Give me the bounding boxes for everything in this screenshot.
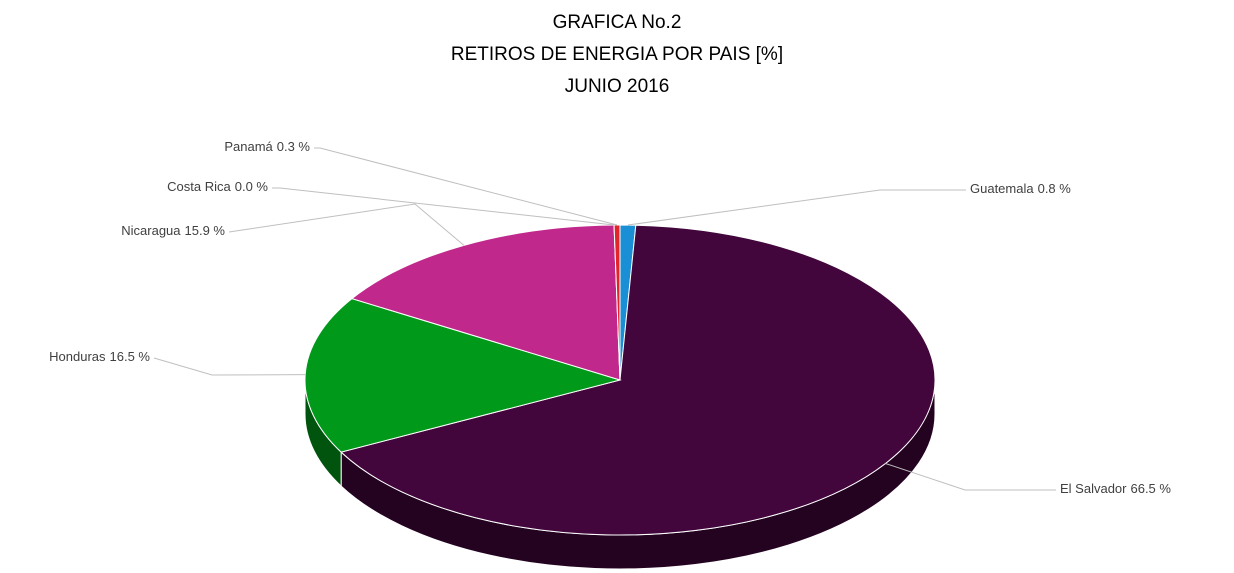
value-label: 66.5 % — [1130, 481, 1171, 496]
category-label: Panamá — [224, 139, 273, 154]
value-label: 0.0 % — [235, 179, 269, 194]
slice — [350, 224, 621, 381]
leader-line — [314, 147, 618, 226]
value-label: 0.3 % — [277, 139, 311, 154]
value-label: 0.8 % — [1038, 181, 1072, 196]
slice — [304, 298, 622, 453]
leader-line — [228, 203, 465, 246]
data-label: Panamá 0.3 % — [224, 139, 310, 154]
category-label: Nicaragua — [121, 223, 181, 238]
category-label: Costa Rica — [167, 179, 231, 194]
chart-title: GRAFICA No.2 — [553, 12, 682, 33]
value-label: 16.5 % — [110, 349, 151, 364]
leader-line — [153, 357, 306, 376]
category-label: Guatemala — [970, 181, 1034, 196]
data-label: El Salvador 66.5 % — [1060, 481, 1171, 496]
category-label: El Salvador — [1060, 481, 1127, 496]
leader-line — [272, 187, 615, 226]
value-label: 15.9 % — [185, 223, 226, 238]
data-label: Nicaragua 15.9 % — [121, 223, 225, 238]
leader-line — [627, 189, 966, 226]
chart-subtitle: JUNIO 2016 — [565, 76, 670, 97]
slice — [613, 224, 621, 381]
slice — [340, 224, 936, 536]
chart-subtitle: RETIROS DE ENERGIA POR PAIS [%] — [451, 44, 783, 65]
data-label: Costa Rica 0.0 % — [167, 179, 268, 194]
leader-line — [885, 462, 1056, 491]
category-label: Honduras — [49, 349, 106, 364]
data-label: Honduras 16.5 % — [49, 349, 150, 364]
data-label: Guatemala 0.8 % — [970, 181, 1071, 196]
